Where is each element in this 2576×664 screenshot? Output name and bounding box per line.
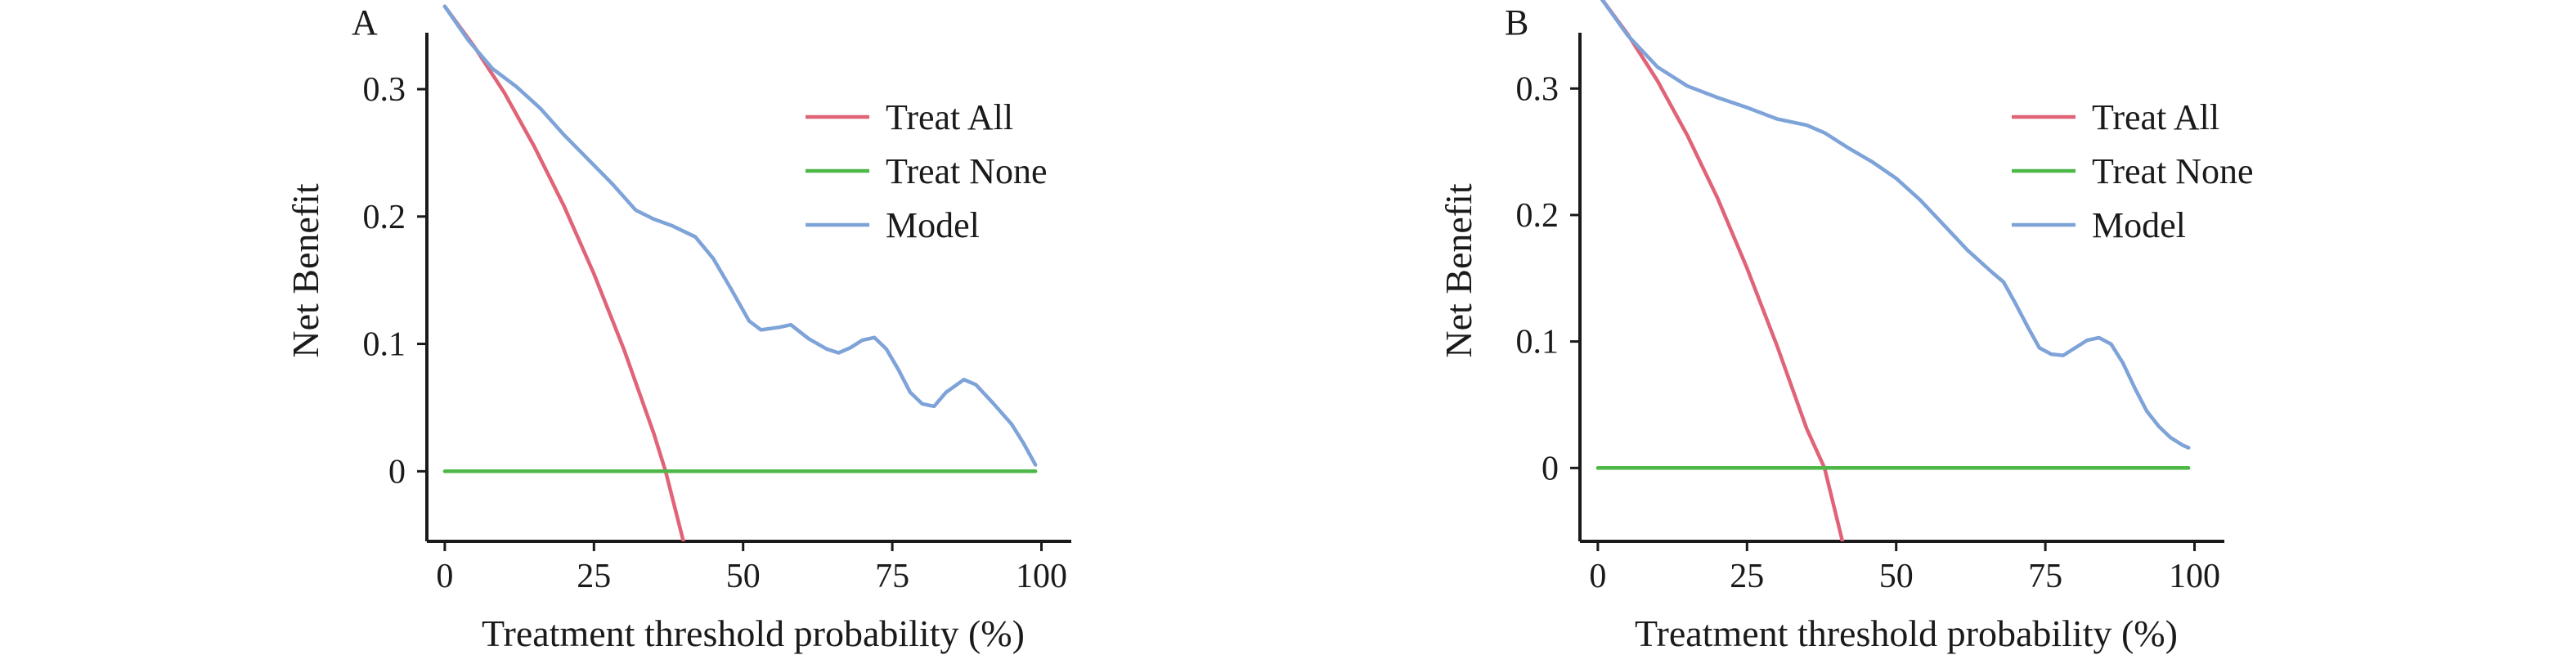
y-tick-label: 0.2 (363, 199, 406, 236)
y-axis-title: Net Benefit (285, 183, 326, 358)
legend-label-treat-all: Treat All (2092, 97, 2219, 137)
legend-label-treat-none: Treat None (2092, 151, 2254, 191)
legend-label-model: Model (2092, 205, 2186, 245)
legend: Treat All Treat None Model (2012, 97, 2254, 245)
y-tick-label: 0.2 (1516, 197, 1560, 235)
y-tick-label: 0 (388, 453, 406, 491)
legend: Treat All Treat None Model (806, 97, 1048, 245)
legend-label-treat-all: Treat All (886, 97, 1013, 137)
series-line-treat-all (1600, 0, 1845, 541)
y-tick-label: 0.3 (363, 71, 406, 109)
x-tick-label: 25 (577, 558, 611, 595)
panel-a: A 0 25 50 75 100 0 0.1 0.2 0.3 Treatment threshold… (285, 2, 1071, 654)
y-axis-title: Net Benefit (1438, 183, 1479, 358)
x-tick-label: 50 (726, 558, 761, 595)
y-tick-label: 0.1 (1516, 324, 1560, 361)
series-line-treat-all (442, 4, 685, 541)
panel-letter: A (352, 2, 378, 43)
series-line-model (442, 4, 1038, 467)
x-axis-title: Treatment threshold probability (%) (482, 612, 1025, 654)
x-tick-label: 0 (436, 558, 453, 595)
x-tick-label: 100 (2169, 558, 2220, 595)
x-tick-label: 75 (2028, 558, 2062, 595)
panel-letter: B (1505, 2, 1528, 43)
x-tick-label: 0 (1589, 558, 1606, 595)
y-tick-label: 0 (1542, 450, 1559, 487)
y-tick-label: 0.1 (363, 326, 406, 364)
x-tick-label: 100 (1016, 558, 1067, 595)
x-tick-label: 50 (1879, 558, 1914, 595)
x-tick-label: 75 (875, 558, 909, 595)
legend-label-treat-none: Treat None (886, 151, 1048, 191)
panel-b: B 0 25 50 75 100 0 0.1 0.2 0.3 Treatment threshold… (1438, 0, 2254, 654)
series-line-model (1600, 0, 2191, 450)
y-tick-label: 0.3 (1516, 70, 1560, 108)
x-tick-label: 25 (1730, 558, 1764, 595)
legend-label-model: Model (886, 205, 980, 245)
x-axis-title: Treatment threshold probability (%) (1635, 612, 2178, 654)
